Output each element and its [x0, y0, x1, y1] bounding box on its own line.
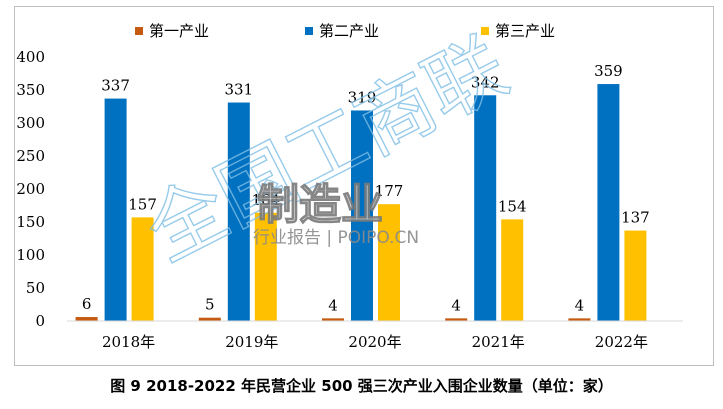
- data-label: 331: [224, 81, 253, 99]
- bar-chart: 第一产业 第二产业 第三产业 0 50 100 150 200 250 300 350 400 20…: [16, 21, 683, 351]
- data-label: 154: [498, 197, 527, 215]
- chart-frame: 第一产业 第二产业 第三产业 0 50 100 150 200 250 300 350 400 20…: [14, 6, 714, 366]
- data-label: 137: [621, 209, 650, 227]
- data-label: 164: [251, 191, 280, 209]
- legend-label-1: 第一产业: [149, 22, 209, 40]
- y-tick-label: 200: [16, 180, 45, 198]
- y-axis: 0 50 100 150 200 250 300 350 400: [16, 48, 45, 330]
- y-tick-label: 300: [16, 114, 45, 132]
- legend-label-3: 第三产业: [495, 22, 555, 40]
- bar: [75, 317, 98, 321]
- x-axis: 2018年 2019年 2020年 2021年 2022年: [67, 320, 683, 351]
- y-tick-label: 350: [16, 81, 45, 99]
- y-tick-label: 0: [35, 312, 45, 330]
- bar: [104, 98, 127, 321]
- data-label: 359: [594, 62, 623, 80]
- bar: [351, 110, 373, 322]
- data-label: 4: [328, 296, 338, 314]
- bar: [131, 217, 154, 321]
- bars: [75, 84, 647, 322]
- watermark-logo-text: 制造业: [257, 180, 383, 229]
- y-tick-label: 100: [16, 246, 45, 264]
- legend: 第一产业 第二产业 第三产业: [135, 22, 555, 40]
- bar: [378, 204, 400, 321]
- legend-swatch-3: [481, 27, 489, 35]
- data-label: 6: [82, 295, 92, 313]
- data-label: 157: [128, 195, 157, 213]
- data-label: 4: [451, 296, 461, 314]
- x-tick-label: 2021年: [472, 333, 525, 351]
- data-label: 4: [575, 296, 585, 314]
- y-tick-label: 250: [16, 147, 45, 165]
- legend-swatch-1: [135, 27, 143, 35]
- x-tick-label: 2018年: [102, 333, 155, 351]
- bar: [254, 212, 277, 321]
- y-tick-label: 50: [26, 279, 45, 297]
- y-tick-label: 150: [16, 213, 45, 231]
- figure-caption: 图 9 2018-2022 年民营企业 500 强三次产业入围企业数量（单位：家…: [110, 377, 613, 395]
- bar: [597, 84, 620, 321]
- legend-swatch-2: [305, 27, 313, 35]
- data-label: 337: [101, 77, 130, 95]
- y-tick-label: 400: [16, 48, 45, 66]
- bar: [227, 102, 250, 321]
- legend-label-2: 第二产业: [319, 22, 379, 40]
- bar: [624, 230, 647, 321]
- bar: [474, 95, 497, 321]
- bar: [445, 318, 468, 321]
- bar: [501, 219, 524, 321]
- data-labels: 6 337 157 5 331 164 4 319 177 4 342 154 4 359 137: [82, 62, 650, 314]
- bar: [322, 318, 344, 321]
- x-tick-label: 2019年: [225, 333, 278, 351]
- x-tick-label: 2022年: [595, 333, 648, 351]
- data-label: 177: [375, 182, 404, 200]
- bar: [568, 318, 591, 321]
- data-label: 5: [205, 296, 215, 314]
- data-label: 342: [471, 73, 500, 91]
- watermark: 全国工商联 制造业 行业报告 | POIPO.CN: [132, 21, 522, 280]
- bar: [198, 317, 221, 321]
- x-tick-label: 2020年: [348, 333, 401, 351]
- data-label: 319: [348, 88, 377, 106]
- watermark-site-text: 行业报告 | POIPO.CN: [253, 228, 419, 248]
